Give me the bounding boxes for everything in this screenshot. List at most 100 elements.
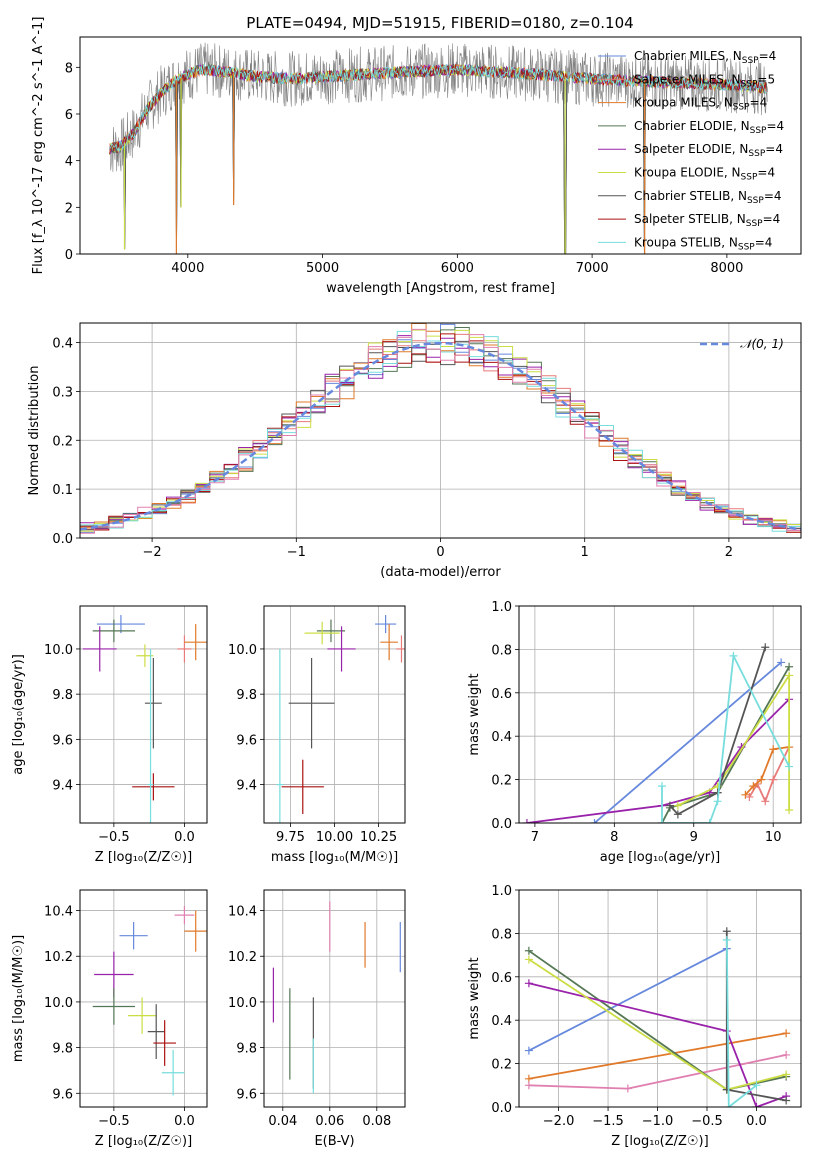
y-tick-label: 0.2 [491,1058,512,1073]
legend-subscript: SSP [741,79,758,89]
figure-title: PLATE=0494, MJD=51915, FIBERID=0180, z=0… [246,14,633,32]
legend-nssp-prefix: , N [732,142,749,156]
x-tick-label: 10 [765,830,782,845]
legend-subscript: SSP [733,103,750,113]
y-tick-label: 10.4 [44,905,73,920]
axes-frame [518,605,802,824]
weight-marker [752,1081,761,1090]
plot-area [272,901,401,1094]
legend-model: Kroupa ELODIE [634,166,724,180]
legend-model: Chabrier MILES [634,49,725,63]
y-tick-label: 10.2 [44,950,73,965]
weight-line-kroupa-stelib [661,652,790,823]
x-tick-label: 1 [581,545,589,560]
axes-frame [79,322,802,539]
weight-marker [752,1103,761,1107]
weight-marker [590,819,599,823]
legend-nssp-eq: = [757,166,767,180]
weight-marker [782,1070,791,1079]
legend-nssp-eq: = [763,212,773,226]
x-tick-label: 0.0 [174,830,195,845]
legend-nssp-value: 4 [775,142,783,156]
y-tick-label: 4 [65,155,73,170]
axes-frame [263,605,406,824]
axes-frame [518,889,802,1108]
weight-line-kroupa-stelib [725,939,758,1107]
y-tick-label: 0.8 [491,927,512,942]
y-axis-label: mass [log₁₀(M/M☉)] [11,935,26,1062]
legend-nssp-eq: = [765,142,775,156]
y-tick-label: 1.0 [491,884,512,899]
weight-marker [785,662,794,671]
y-tick-label: 0.4 [491,1014,512,1029]
x-tick-label: 7 [531,830,539,845]
x-tick-label: 0.0 [174,1114,195,1129]
legend-entry: Salpeter MILES, NSSP=5 [634,72,775,89]
y-tick-label: 9.8 [236,1042,257,1057]
y-tick-label: 10.0 [228,643,257,658]
extinction-mass-panel: 0.04 0.06 0.08 9.6 9.8 10.0 10.2 10.4 E(B-V) [228,889,406,1149]
weight-marker [623,1084,632,1093]
legend-nssp-prefix: , N [716,96,733,110]
legend-nssp-value: 4 [765,235,773,249]
metallicity-mass-panel: −0.5 0.0 9.6 9.8 10.0 10.2 10.4 Z [log₁₀(Z/Z☉)]… [11,889,208,1149]
x-axis-label: wavelength [Angstrom, rest frame] [326,281,555,296]
y-tick-label: 9.4 [52,779,73,794]
weight-marker [782,1096,791,1105]
y-tick-label: 0 [65,248,73,263]
weight-line-salpeter-elodie [528,982,787,1107]
y-tick-label: 9.8 [236,688,257,703]
legend-model: Chabrier STELIB [634,189,730,203]
y-tick-label: 10.0 [44,996,73,1011]
y-tick-label: 10.2 [228,950,257,965]
legend-nssp-prefix: , N [725,49,742,63]
x-tick-label: 8 [610,830,618,845]
weight-line-chabrier-stelib [669,646,767,816]
age-mass-weight-panel: 7 8 9 10 0.0 0.2 0.4 0.6 0.8 1.0 age [log₁₀(age/yr… [467,600,802,865]
x-tick-label: 6000 [441,261,474,276]
metallicity-age-panel: −0.5 0.0 9.4 9.6 9.8 10.0 Z [log₁₀(Z/Z☉)] age [… [11,605,208,865]
y-tick-label: 9.6 [236,733,257,748]
y-tick-label: 9.6 [236,1087,257,1102]
legend-nssp-value: 4 [769,49,777,63]
legend-model: Salpeter MILES [634,72,724,86]
legend-entry: Chabrier ELODIE, NSSP=4 [634,119,784,136]
x-axis-label: E(B-V) [314,1134,354,1149]
x-axis-label: (data-model)/error [380,565,501,580]
weight-marker [713,797,722,806]
y-tick-label: 1.0 [491,600,512,615]
legend-nssp-value: 4 [777,119,785,133]
x-tick-label: −1.5 [592,1114,624,1129]
x-tick-label: 2 [725,545,733,560]
y-tick-label: 0.0 [52,532,73,547]
legend-nssp-eq: = [766,119,776,133]
legend-nssp-prefix: , N [729,212,746,226]
y-tick-label: 8 [65,61,73,76]
legend-nssp-value: 4 [767,166,775,180]
legend-model: Kroupa STELIB [634,235,721,249]
x-tick-label: 0.0 [746,1114,767,1129]
legend-nssp-eq: = [755,235,765,249]
y-axis-label: mass weight [467,957,482,1039]
legend-nssp-value: 4 [760,96,768,110]
x-tick-label: 0 [436,545,444,560]
y-tick-label: 0.4 [491,730,512,745]
x-tick-label: 9 [690,830,698,845]
axes-frame [263,889,406,1108]
y-tick-label: 6 [65,108,73,123]
y-tick-label: 0.8 [491,643,512,658]
legend-nssp-eq: = [759,49,769,63]
y-tick-label: 0.6 [491,971,512,986]
x-tick-label: 9.75 [276,830,305,845]
legend-nssp-eq: = [757,72,767,86]
weight-marker [665,801,674,810]
y-tick-label: 0.2 [491,774,512,789]
x-tick-label: −0.5 [98,1114,130,1129]
weight-marker [722,935,731,944]
y-axis-label: Flux [f_λ 10^-17 erg cm^-2 s^-1 A^-1] [31,17,46,275]
weight-marker [722,927,731,936]
weight-line-kroupa-miles [528,1032,787,1080]
weight-marker [524,1081,533,1090]
y-axis-label: mass weight [467,673,482,755]
y-tick-label: 0.6 [491,687,512,702]
